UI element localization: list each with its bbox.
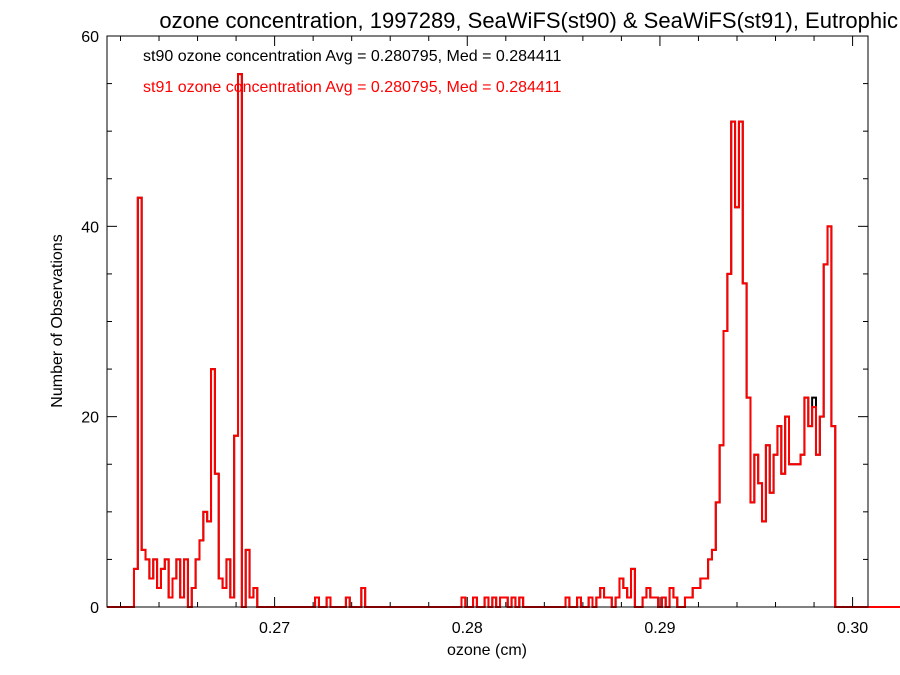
chart-title: ozone concentration, 1997289, SeaWiFS(st…: [159, 8, 898, 33]
y-tick-label: 20: [81, 410, 99, 427]
y-tick-label: 60: [81, 29, 99, 46]
x-tick-label: 0.30: [837, 620, 868, 637]
y-tick-label: 40: [81, 219, 99, 236]
x-tick-label: 0.28: [452, 620, 483, 637]
x-tick-label: 0.29: [644, 620, 675, 637]
annotation-st90: st90 ozone concentration Avg = 0.280795,…: [143, 48, 562, 65]
y-tick-label: 0: [90, 600, 99, 617]
y-axis: 0 20 40 60: [81, 29, 868, 617]
x-axis-label: ozone (cm): [447, 642, 527, 659]
y-axis-label: Number of Observations: [49, 234, 66, 407]
x-axis: 0.27 0.28 0.29 0.30: [119, 36, 868, 637]
x-tick-label: 0.27: [259, 620, 290, 637]
annotation-st91: st91 ozone concentration Avg = 0.280795,…: [143, 79, 562, 96]
